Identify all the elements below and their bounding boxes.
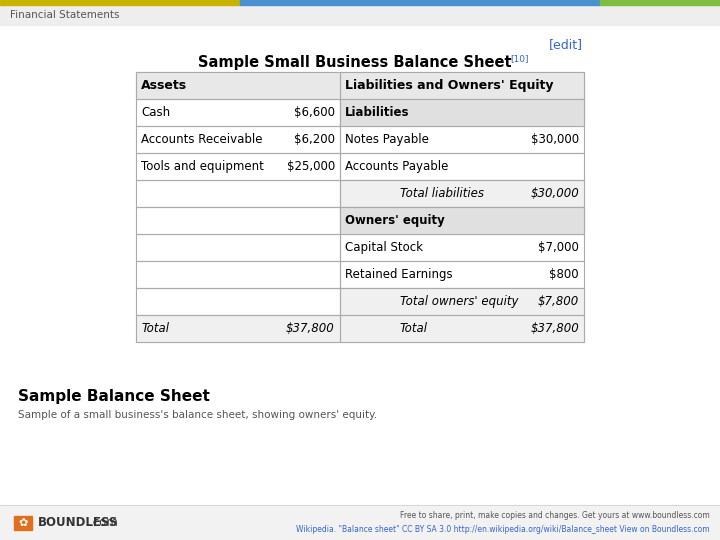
Text: Assets: Assets — [141, 79, 187, 92]
Bar — [340, 207, 584, 234]
Bar — [136, 153, 340, 180]
Bar — [136, 261, 340, 288]
Bar — [0, 0, 240, 5]
Bar — [340, 72, 584, 99]
Text: Total: Total — [400, 322, 428, 335]
Bar — [136, 153, 340, 180]
Text: Tools and equipment: Tools and equipment — [141, 160, 264, 173]
Text: $800: $800 — [549, 268, 579, 281]
Bar — [136, 99, 340, 126]
Text: $30,000: $30,000 — [530, 187, 579, 200]
Bar — [136, 207, 340, 234]
Bar — [136, 126, 340, 153]
Text: Sample of a small business's balance sheet, showing owners' equity.: Sample of a small business's balance she… — [18, 410, 377, 420]
Bar — [136, 72, 340, 99]
Text: Accounts Payable: Accounts Payable — [345, 160, 449, 173]
Bar — [340, 153, 584, 180]
Text: $37,800: $37,800 — [530, 322, 579, 335]
Text: Total: Total — [141, 322, 169, 335]
Text: $7,800: $7,800 — [538, 295, 579, 308]
Bar — [240, 0, 600, 5]
Bar — [136, 126, 340, 153]
Text: Total owners' equity: Total owners' equity — [400, 295, 518, 308]
Bar — [340, 72, 584, 99]
Bar — [136, 261, 340, 288]
Text: Liabilities and Owners' Equity: Liabilities and Owners' Equity — [345, 79, 554, 92]
Bar — [136, 99, 340, 126]
Bar — [0, 505, 720, 540]
Text: $7,000: $7,000 — [538, 241, 579, 254]
Text: [10]: [10] — [510, 55, 528, 64]
Bar — [600, 0, 720, 5]
Text: Retained Earnings: Retained Earnings — [345, 268, 452, 281]
Text: Sample Small Business Balance Sheet: Sample Small Business Balance Sheet — [198, 56, 512, 71]
Text: Free to share, print, make copies and changes. Get yours at www.boundless.com: Free to share, print, make copies and ch… — [400, 511, 710, 521]
Text: $6,600: $6,600 — [294, 106, 335, 119]
Bar — [340, 126, 584, 153]
Text: $37,800: $37,800 — [286, 322, 335, 335]
Bar — [14, 516, 32, 530]
Text: $25,000: $25,000 — [287, 160, 335, 173]
Text: $6,200: $6,200 — [294, 133, 335, 146]
Bar — [136, 234, 340, 261]
Text: [edit]: [edit] — [549, 38, 583, 51]
Bar — [136, 72, 340, 99]
Bar — [340, 180, 584, 207]
Bar — [340, 99, 584, 126]
Bar — [136, 288, 340, 315]
Text: .com: .com — [90, 516, 119, 530]
Bar — [340, 234, 584, 261]
Bar — [340, 288, 584, 315]
Text: Accounts Receivable: Accounts Receivable — [141, 133, 263, 146]
Text: Financial Statements: Financial Statements — [10, 10, 120, 20]
Bar — [136, 288, 340, 315]
Bar — [136, 315, 340, 342]
Bar — [0, 5, 720, 25]
Bar — [340, 234, 584, 261]
Text: Notes Payable: Notes Payable — [345, 133, 428, 146]
Bar — [340, 261, 584, 288]
Bar — [136, 180, 340, 207]
Bar — [340, 180, 584, 207]
Bar — [340, 315, 584, 342]
Text: Capital Stock: Capital Stock — [345, 241, 423, 254]
Bar — [136, 207, 340, 234]
Text: Wikipedia. "Balance sheet" CC BY SA 3.0 http://en.wikipedia.org/wiki/Balance_she: Wikipedia. "Balance sheet" CC BY SA 3.0 … — [297, 525, 710, 535]
Text: Liabilities: Liabilities — [345, 106, 410, 119]
Bar — [340, 315, 584, 342]
Bar — [340, 207, 584, 234]
Text: ✿: ✿ — [18, 518, 27, 528]
Bar — [136, 180, 340, 207]
Text: $30,000: $30,000 — [531, 133, 579, 146]
Text: Total liabilities: Total liabilities — [400, 187, 484, 200]
Bar — [340, 99, 584, 126]
Bar — [340, 288, 584, 315]
Bar — [340, 153, 584, 180]
Text: Cash: Cash — [141, 106, 170, 119]
Bar — [136, 234, 340, 261]
Text: BOUNDLESS: BOUNDLESS — [38, 516, 118, 530]
Bar — [340, 261, 584, 288]
Bar — [136, 315, 340, 342]
Text: Owners' equity: Owners' equity — [345, 214, 444, 227]
Text: Sample Balance Sheet: Sample Balance Sheet — [18, 389, 210, 404]
Bar — [340, 126, 584, 153]
